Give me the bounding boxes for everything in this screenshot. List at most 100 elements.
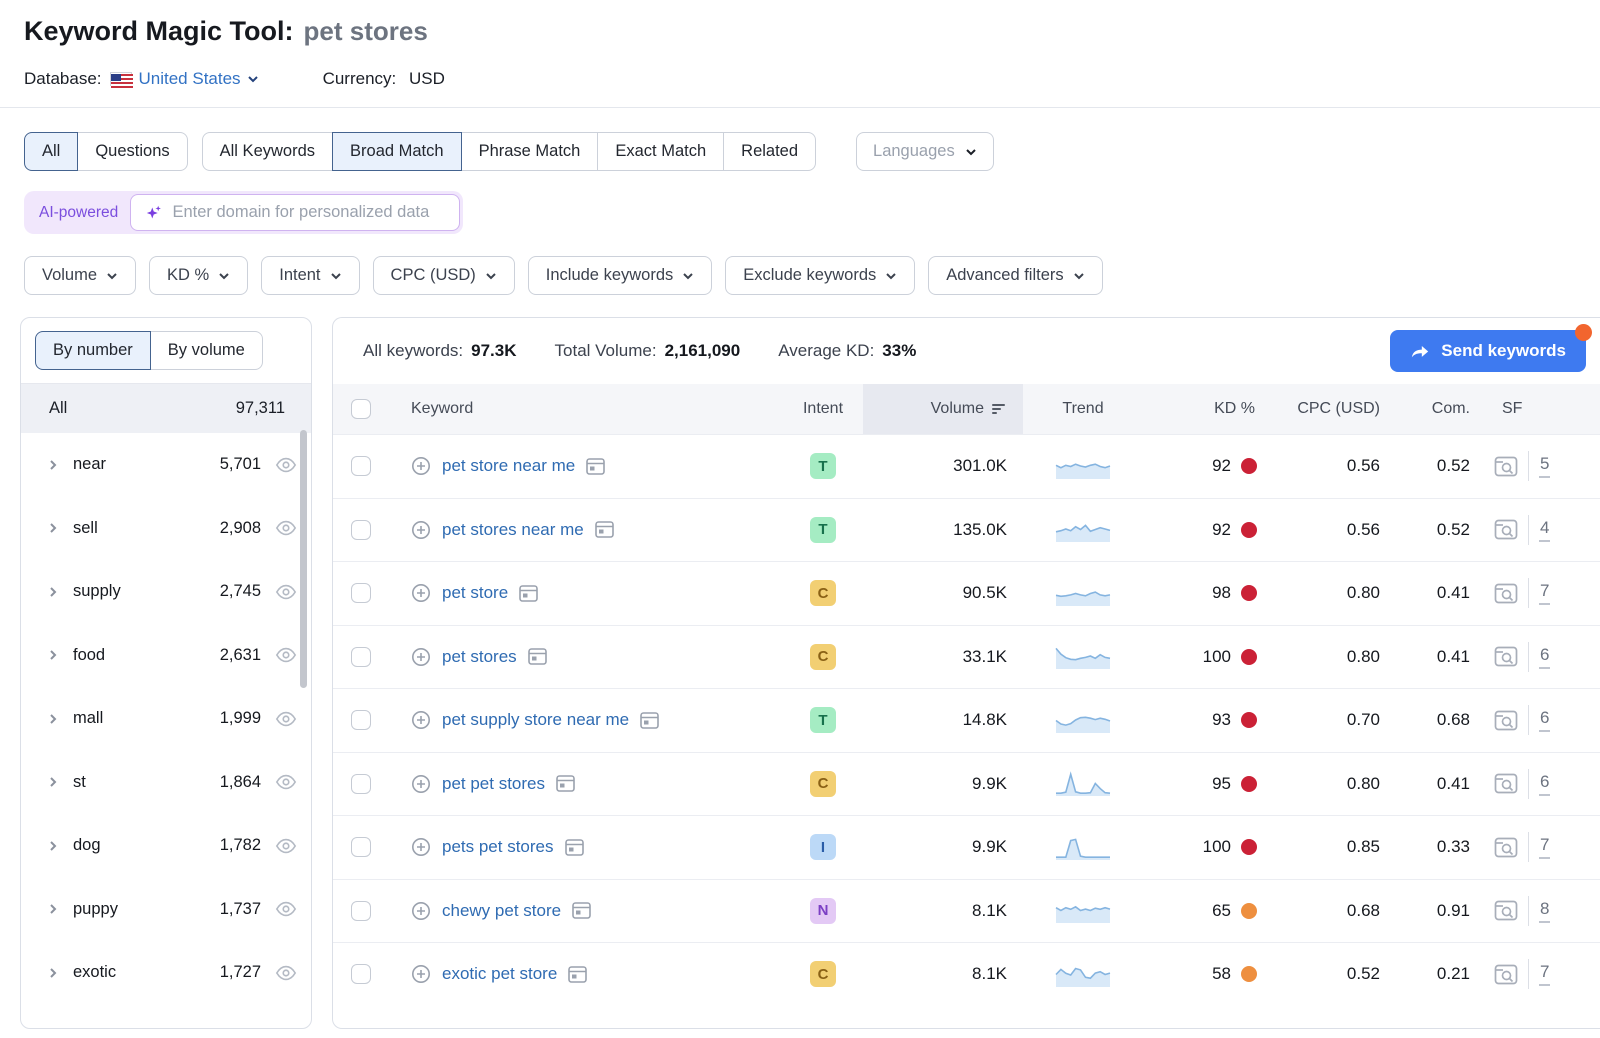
keyword-link[interactable]: pet store near me [442, 456, 576, 476]
tab-related[interactable]: Related [723, 132, 817, 171]
sf-value[interactable]: 6 [1539, 708, 1551, 733]
serp-preview-button[interactable] [1494, 456, 1518, 477]
chevron-right-icon[interactable] [47, 649, 59, 661]
chevron-right-icon[interactable] [47, 459, 59, 471]
add-keyword-icon[interactable] [411, 710, 431, 730]
row-checkbox[interactable] [351, 900, 371, 921]
eye-icon[interactable] [275, 962, 297, 984]
eye-icon[interactable] [275, 454, 297, 476]
chevron-right-icon[interactable] [47, 967, 59, 979]
col-com[interactable]: Com. [1431, 400, 1470, 417]
keyword-link[interactable]: pet store [442, 583, 509, 603]
serp-features-icon[interactable] [586, 457, 606, 475]
row-checkbox[interactable] [351, 646, 371, 667]
row-checkbox[interactable] [351, 773, 371, 794]
chevron-right-icon[interactable] [47, 776, 59, 788]
sidebar-group-item[interactable]: supply 2,745 [21, 560, 311, 624]
sf-value[interactable]: 7 [1539, 962, 1551, 987]
filter-dropdown[interactable]: Include keywords [527, 256, 713, 295]
sf-value[interactable]: 7 [1539, 581, 1551, 606]
sf-value[interactable]: 5 [1539, 454, 1551, 479]
serp-features-icon[interactable] [572, 902, 591, 920]
row-checkbox[interactable] [351, 964, 371, 985]
tab-all-keywords[interactable]: All Keywords [201, 132, 334, 171]
serp-preview-button[interactable] [1494, 583, 1518, 604]
serp-preview-button[interactable] [1494, 773, 1518, 794]
serp-preview-button[interactable] [1494, 900, 1518, 921]
serp-features-icon[interactable] [556, 775, 575, 793]
keyword-link[interactable]: exotic pet store [442, 964, 558, 984]
tab-questions[interactable]: Questions [77, 132, 188, 171]
chevron-right-icon[interactable] [47, 840, 59, 852]
eye-icon[interactable] [275, 708, 297, 730]
filter-dropdown[interactable]: Advanced filters [928, 256, 1103, 295]
keyword-link[interactable]: pet stores near me [442, 519, 584, 539]
col-sf[interactable]: SF [1502, 400, 1523, 417]
row-checkbox[interactable] [351, 519, 371, 540]
serp-preview-button[interactable] [1494, 519, 1518, 540]
eye-icon[interactable] [275, 898, 297, 920]
keyword-link[interactable]: chewy pet store [442, 900, 562, 920]
filter-dropdown[interactable]: CPC (USD) [372, 256, 515, 295]
add-keyword-icon[interactable] [411, 520, 431, 540]
eye-icon[interactable] [275, 581, 297, 603]
serp-features-icon[interactable] [519, 584, 538, 602]
select-all-checkbox[interactable] [351, 399, 371, 419]
col-intent[interactable]: Intent [802, 400, 844, 417]
by-volume-toggle[interactable]: By volume [149, 331, 263, 370]
chevron-right-icon[interactable] [47, 586, 59, 598]
eye-icon[interactable] [275, 644, 297, 666]
row-checkbox[interactable] [351, 710, 371, 731]
col-cpc[interactable]: CPC (USD) [1297, 400, 1380, 417]
eye-icon[interactable] [275, 771, 297, 793]
add-keyword-icon[interactable] [411, 901, 431, 921]
chevron-right-icon[interactable] [47, 522, 59, 534]
tab-all[interactable]: All [24, 132, 79, 171]
sf-value[interactable]: 7 [1539, 835, 1551, 860]
serp-features-icon[interactable] [527, 648, 547, 666]
serp-features-icon[interactable] [564, 838, 584, 856]
keyword-link[interactable]: pets pet stores [442, 837, 554, 857]
sidebar-group-item[interactable]: food 2,631 [21, 624, 311, 688]
sf-value[interactable]: 6 [1539, 772, 1551, 796]
eye-icon[interactable] [275, 517, 297, 539]
add-keyword-icon[interactable] [411, 774, 431, 794]
add-keyword-icon[interactable] [411, 837, 431, 857]
serp-features-icon[interactable] [568, 965, 588, 983]
keyword-link[interactable]: pet pet stores [442, 773, 546, 793]
sidebar-group-item[interactable]: mall 1,999 [21, 687, 311, 751]
col-trend[interactable]: Trend [1062, 400, 1104, 417]
sidebar-item-all[interactable]: All 97,311 [21, 383, 311, 433]
serp-preview-button[interactable] [1494, 710, 1518, 731]
row-checkbox[interactable] [351, 837, 371, 858]
filter-dropdown[interactable]: Intent [261, 256, 360, 295]
sidebar-group-item[interactable]: st 1,864 [21, 751, 311, 815]
eye-icon[interactable] [275, 835, 297, 857]
chevron-right-icon[interactable] [47, 903, 59, 915]
sidebar-scrollbar[interactable] [300, 430, 307, 688]
add-keyword-icon[interactable] [411, 456, 431, 476]
add-keyword-icon[interactable] [411, 964, 431, 984]
sidebar-group-item[interactable]: dog 1,782 [21, 814, 311, 878]
sidebar-group-item[interactable]: near 5,701 [21, 433, 311, 497]
serp-preview-button[interactable] [1494, 837, 1518, 858]
send-keywords-button[interactable]: Send keywords [1390, 324, 1592, 372]
serp-preview-button[interactable] [1494, 964, 1518, 985]
add-keyword-icon[interactable] [411, 647, 431, 667]
row-checkbox[interactable] [351, 456, 371, 477]
domain-input[interactable] [172, 203, 446, 222]
sf-value[interactable]: 8 [1539, 899, 1551, 923]
col-volume[interactable]: Volume [863, 384, 1023, 434]
col-keyword[interactable]: Keyword [411, 400, 474, 417]
add-keyword-icon[interactable] [411, 583, 431, 603]
by-number-toggle[interactable]: By number [35, 331, 151, 370]
row-checkbox[interactable] [351, 583, 371, 604]
filter-dropdown[interactable]: Exclude keywords [725, 256, 916, 295]
keyword-link[interactable]: pet supply store near me [442, 710, 630, 730]
database-selector[interactable]: United States [138, 69, 241, 88]
languages-dropdown[interactable]: Languages [856, 132, 994, 171]
sidebar-group-item[interactable]: exotic 1,727 [21, 941, 311, 1005]
col-kd[interactable]: KD % [1214, 400, 1255, 417]
tab-phrase-match[interactable]: Phrase Match [460, 132, 599, 171]
sidebar-group-item[interactable]: puppy 1,737 [21, 878, 311, 942]
